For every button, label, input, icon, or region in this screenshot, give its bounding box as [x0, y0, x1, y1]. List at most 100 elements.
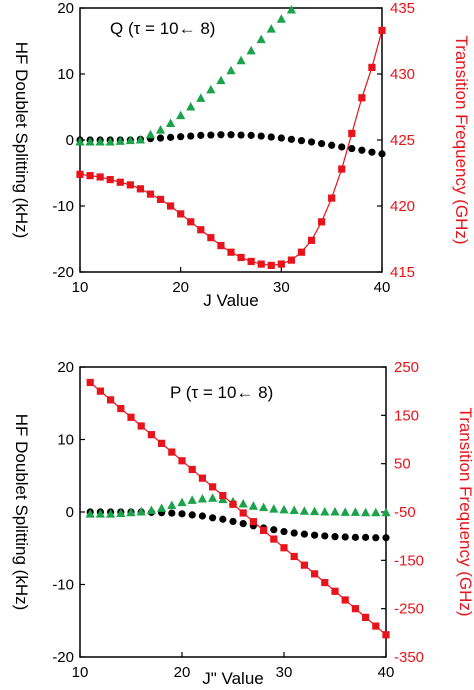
data-point-square	[311, 570, 319, 578]
data-point-square	[239, 509, 247, 517]
data-point-triangle	[269, 504, 279, 513]
data-point-triangle	[176, 110, 186, 120]
data-point-square	[328, 194, 336, 202]
data-point-circle	[217, 131, 225, 139]
data-point-square	[177, 210, 185, 218]
data-point-triangle	[340, 507, 350, 516]
data-point-triangle	[155, 125, 166, 134]
x-tick-label: 40	[374, 279, 391, 296]
data-point-circle	[368, 148, 376, 156]
data-point-square	[146, 190, 155, 198]
data-point-circle	[188, 511, 196, 519]
data-point-square	[207, 234, 215, 242]
data-point-square	[290, 552, 298, 561]
y-right-tick-label: -350	[394, 649, 424, 666]
data-point-triangle	[320, 507, 330, 516]
y-left-tick-label: -10	[52, 577, 74, 594]
data-point-circle	[207, 131, 215, 139]
data-point-triangle	[136, 507, 146, 516]
data-point-circle	[307, 138, 316, 146]
data-point-square	[297, 248, 306, 256]
data-point-triangle	[166, 118, 176, 127]
y-left-tick-label: 0	[66, 132, 74, 149]
data-point-square	[321, 578, 329, 587]
data-point-circle	[209, 514, 217, 522]
data-point-circle	[300, 530, 308, 538]
data-point-triangle	[350, 507, 360, 516]
data-point-triangle	[371, 507, 381, 517]
y-left-tick-label: 0	[66, 504, 74, 521]
data-point-square	[147, 431, 155, 439]
y-right-tick-label: -150	[394, 552, 424, 569]
data-point-triangle	[126, 507, 136, 517]
y-right-tick-label: -250	[394, 601, 424, 618]
data-point-square	[237, 253, 245, 262]
data-point-circle	[277, 134, 285, 142]
x-tick-label: 40	[378, 664, 395, 681]
x-axis-label: J" Value	[202, 669, 263, 688]
data-point-circle	[378, 150, 386, 158]
data-point-square	[368, 63, 376, 71]
data-point-circle	[270, 526, 278, 534]
data-point-triangle	[95, 136, 105, 146]
data-point-square	[257, 260, 265, 268]
plot-frame-1	[79, 7, 383, 273]
data-point-triangle	[238, 499, 248, 508]
data-point-triangle	[266, 24, 276, 33]
data-point-triangle	[299, 506, 309, 515]
data-point-circle	[237, 131, 245, 139]
data-point-square	[188, 465, 196, 474]
x-axis-label: J Value	[203, 291, 258, 310]
data-point-square	[197, 226, 205, 234]
data-point-triangle	[196, 93, 206, 102]
data-point-circle	[239, 520, 247, 528]
data-point-circle	[247, 131, 255, 139]
data-point-circle	[219, 515, 227, 523]
y-right-tick-label: 50	[394, 456, 411, 473]
y-left-tick-label: -10	[52, 198, 74, 215]
y-right-tick-label: 150	[394, 407, 419, 424]
data-point-triangle	[125, 135, 135, 145]
data-point-triangle	[85, 509, 95, 518]
data-point-square	[117, 404, 125, 413]
data-point-square	[209, 483, 217, 491]
x-tick-label: 30	[276, 664, 293, 681]
data-point-square	[372, 622, 380, 630]
data-point-circle	[297, 137, 306, 145]
data-point-square	[229, 500, 237, 508]
data-point-square	[158, 439, 166, 447]
panel-annotation: P (τ = 10← 8)	[170, 383, 273, 402]
y-right-tick-label: 435	[390, 0, 415, 17]
data-point-circle	[197, 131, 205, 139]
data-point-triangle	[279, 504, 289, 514]
data-point-triangle	[85, 136, 95, 146]
data-point-square	[86, 172, 94, 180]
y-right-axis-label: Transition Frequency (GHz)	[452, 35, 471, 244]
data-point-square	[137, 422, 145, 430]
data-point-circle	[168, 509, 176, 517]
data-point-square	[270, 535, 278, 543]
data-point-triangle	[248, 501, 258, 510]
data-point-square	[227, 248, 235, 256]
data-point-circle	[348, 144, 356, 153]
data-point-triangle	[310, 506, 320, 516]
data-point-circle	[321, 532, 329, 540]
x-tick-label: 10	[72, 664, 89, 681]
data-point-circle	[167, 133, 175, 141]
data-point-triangle	[115, 136, 125, 145]
data-point-square	[382, 631, 390, 639]
data-point-square	[247, 257, 255, 266]
data-point-square	[260, 526, 268, 534]
data-point-circle	[187, 132, 195, 140]
x-tick-label: 20	[174, 664, 191, 681]
data-point-square	[187, 218, 195, 226]
x-tick-label: 30	[273, 279, 290, 296]
data-point-square	[348, 129, 356, 137]
data-point-square	[106, 176, 114, 184]
y-left-tick-label: 20	[57, 359, 74, 376]
data-point-circle	[177, 133, 185, 141]
data-point-square	[96, 173, 104, 181]
data-point-square	[76, 170, 84, 178]
data-point-square	[362, 613, 370, 621]
